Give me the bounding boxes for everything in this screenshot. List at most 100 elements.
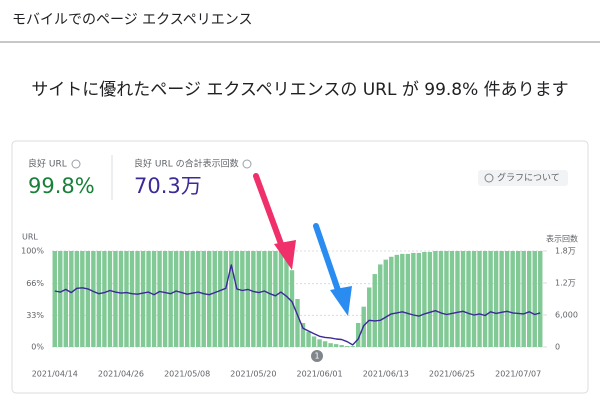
bar	[355, 323, 361, 347]
bar	[245, 251, 251, 347]
bar	[422, 251, 427, 347]
x-tick-label: 2021/04/26	[98, 370, 144, 379]
bar	[521, 251, 526, 347]
y2-tick-label: 1.2万	[555, 279, 576, 288]
bar	[455, 251, 460, 347]
bar	[207, 251, 212, 347]
help-icon[interactable]	[242, 159, 252, 169]
metric-label: 良好 URL	[28, 158, 67, 170]
bar	[256, 251, 262, 347]
header-title: モバイルでのページ エクスペリエンス	[12, 12, 253, 28]
about-chip[interactable]	[478, 170, 568, 186]
bar	[223, 251, 228, 347]
bar	[118, 251, 124, 347]
blue-arrow	[313, 223, 343, 299]
annotation-marker[interactable]	[311, 350, 323, 362]
bar	[444, 251, 449, 347]
y-tick-label: 100%	[21, 247, 44, 256]
bar	[306, 331, 311, 347]
bar	[477, 251, 482, 347]
y2-tick-label: 0	[555, 343, 560, 352]
bar	[416, 252, 422, 347]
bar	[212, 251, 217, 347]
bar	[322, 341, 328, 347]
bar	[52, 251, 57, 347]
y-tick-label: 0%	[31, 343, 44, 352]
x-tick-label: 2021/07/07	[495, 370, 541, 379]
bar	[499, 251, 504, 347]
bar	[317, 339, 322, 347]
bar	[85, 251, 91, 347]
bar	[140, 251, 146, 347]
bar	[311, 336, 317, 347]
y-tick-label: 66%	[26, 279, 44, 288]
bar	[300, 323, 306, 347]
bar	[493, 251, 499, 347]
metric-value: 99.8%	[28, 174, 95, 198]
y-axis-title: URL	[22, 233, 38, 242]
bar	[284, 251, 289, 347]
help-icon[interactable]	[71, 159, 81, 169]
bar	[278, 251, 284, 347]
metric-value: 70.3万	[134, 174, 202, 198]
bar	[240, 251, 245, 347]
blue-arrow-head	[330, 286, 352, 316]
bar	[367, 287, 372, 347]
bar	[184, 251, 190, 347]
bar	[80, 251, 85, 347]
bar	[527, 251, 532, 347]
bar	[157, 251, 162, 347]
bar	[488, 251, 493, 347]
bar	[482, 251, 488, 347]
bar	[460, 251, 466, 347]
bar	[262, 251, 267, 347]
bar	[267, 251, 273, 347]
headline: サイトに優れたページ エクスペリエンスの URL が 99.8% 件あります	[31, 80, 568, 100]
bar	[107, 251, 113, 347]
bar	[162, 251, 168, 347]
bar	[510, 251, 515, 347]
bar	[427, 251, 433, 347]
bar	[449, 251, 455, 347]
bar	[151, 251, 157, 347]
bar	[69, 251, 74, 347]
bar	[538, 251, 543, 347]
x-tick-label: 2021/05/20	[230, 370, 276, 379]
bar	[74, 251, 80, 347]
metric-label: 良好 URL の合計表示回数	[134, 158, 239, 170]
bar	[289, 270, 295, 347]
x-tick-label: 2021/04/14	[32, 370, 78, 379]
annotation-label: 1	[314, 352, 319, 361]
bar	[190, 251, 195, 347]
bar	[96, 251, 102, 347]
y2-tick-label: 6,000	[555, 311, 578, 320]
bar	[438, 251, 444, 347]
bar	[273, 251, 278, 347]
bar	[135, 251, 140, 347]
bar	[328, 343, 333, 347]
bar	[295, 299, 300, 347]
bar	[146, 251, 151, 347]
bar	[251, 251, 256, 347]
bar	[218, 251, 223, 347]
x-tick-label: 2021/06/25	[429, 370, 475, 379]
bar	[515, 251, 521, 347]
bar	[372, 274, 377, 347]
plot: 0% 33% 66% 100% 0 6,000 1.2万 1.8万 2021/04/14 2021…	[21, 247, 578, 379]
chip-label[interactable]: グラフについて	[497, 172, 560, 184]
pink-arrow	[253, 173, 287, 255]
bar	[102, 251, 107, 347]
bar	[124, 251, 129, 347]
bar	[63, 251, 68, 347]
bar	[405, 253, 411, 347]
bar	[504, 251, 510, 347]
bar	[195, 251, 201, 347]
bar	[339, 345, 344, 347]
bar	[471, 251, 477, 347]
y-tick-label: 33%	[26, 311, 44, 320]
bar	[91, 251, 96, 347]
bar	[229, 251, 234, 347]
bar	[466, 251, 471, 347]
